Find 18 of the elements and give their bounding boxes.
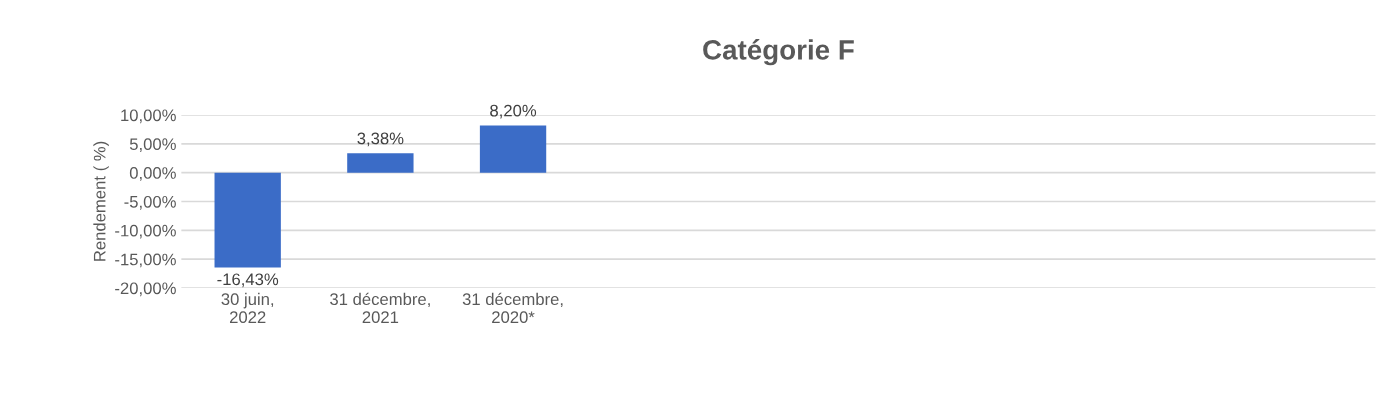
bar: [479, 125, 547, 173]
x-tick-label: 30 juin, 2022: [221, 292, 274, 324]
data-label: -16,43%: [217, 273, 279, 288]
y-tick-label: 10,00%: [121, 109, 176, 124]
chart-title: Catégorie F: [703, 39, 854, 66]
y-axis-title: Rendement ( %): [93, 141, 109, 261]
x-tick-label: 31 décembre, 2021: [330, 292, 430, 324]
y-tick-label: 5,00%: [129, 138, 176, 153]
y-tick-label: 0,00%: [129, 167, 176, 181]
data-label: 3,38%: [357, 132, 404, 147]
y-tick-label: -15,00%: [115, 253, 176, 268]
x-tick-label: 31 décembre, 2020*: [462, 292, 563, 324]
y-tick-label: -20,00%: [115, 282, 176, 297]
y-tick-label: -10,00%: [115, 224, 176, 239]
bar: [214, 172, 281, 268]
data-label: 8,20%: [490, 104, 537, 119]
bar: [347, 153, 414, 173]
y-tick-label: -5,00%: [124, 195, 176, 210]
